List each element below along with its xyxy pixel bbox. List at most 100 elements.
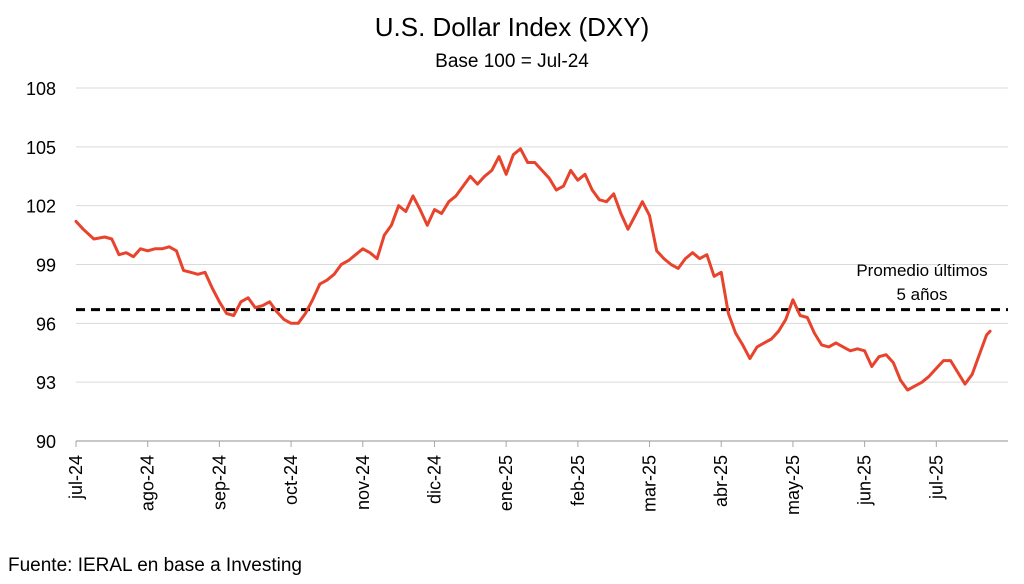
data-point bbox=[964, 383, 966, 385]
data-point bbox=[720, 271, 723, 274]
data-point bbox=[727, 312, 730, 315]
data-point bbox=[161, 248, 163, 250]
y-tick-label: 90 bbox=[36, 432, 56, 452]
data-point bbox=[562, 185, 565, 187]
data-point bbox=[189, 271, 192, 274]
data-point bbox=[469, 175, 472, 178]
data-point bbox=[283, 318, 285, 321]
data-point bbox=[197, 273, 199, 276]
data-point bbox=[211, 287, 214, 289]
data-point bbox=[426, 224, 429, 227]
data-point bbox=[93, 238, 95, 240]
data-point bbox=[204, 271, 206, 274]
x-tick-label: abr-25 bbox=[711, 455, 731, 507]
data-point bbox=[949, 359, 952, 362]
data-point bbox=[340, 263, 343, 266]
x-tick-label: sep-24 bbox=[209, 455, 229, 510]
data-point bbox=[218, 300, 221, 303]
y-tick-label: 102 bbox=[26, 197, 56, 217]
data-point bbox=[942, 359, 945, 362]
y-tick-label: 108 bbox=[26, 79, 56, 99]
data-point bbox=[548, 177, 550, 180]
data-point bbox=[254, 306, 257, 309]
data-point bbox=[777, 330, 780, 332]
data-point bbox=[505, 173, 507, 176]
data-point bbox=[899, 379, 902, 382]
data-point bbox=[261, 304, 264, 307]
data-point bbox=[225, 312, 228, 315]
data-point bbox=[383, 234, 386, 236]
data-point bbox=[132, 255, 135, 258]
y-tick-label: 93 bbox=[36, 373, 56, 393]
data-point bbox=[404, 210, 407, 213]
x-tick-label: jun-25 bbox=[855, 455, 875, 506]
data-point bbox=[648, 214, 651, 217]
data-point bbox=[591, 189, 593, 191]
data-point bbox=[318, 283, 321, 285]
series-line-dxy bbox=[74, 147, 992, 392]
data-point bbox=[691, 251, 694, 254]
data-point bbox=[989, 330, 991, 332]
data-point bbox=[483, 175, 486, 178]
series-group bbox=[74, 147, 992, 392]
data-point bbox=[641, 200, 644, 203]
data-point bbox=[512, 153, 515, 156]
data-point bbox=[792, 299, 794, 301]
data-point bbox=[240, 300, 242, 303]
data-point bbox=[663, 257, 665, 260]
data-point bbox=[555, 189, 558, 191]
data-point bbox=[870, 365, 873, 368]
data-point bbox=[154, 248, 156, 250]
data-point bbox=[440, 212, 443, 215]
data-point bbox=[448, 200, 450, 203]
data-point bbox=[655, 249, 658, 252]
data-point bbox=[598, 198, 601, 201]
data-point bbox=[670, 263, 672, 266]
data-point bbox=[311, 299, 314, 301]
data-point bbox=[885, 353, 887, 356]
data-point bbox=[684, 257, 687, 260]
data-point bbox=[612, 193, 615, 195]
data-point bbox=[706, 253, 708, 256]
data-point bbox=[354, 253, 357, 256]
data-point bbox=[498, 155, 500, 158]
data-point bbox=[376, 257, 378, 260]
data-point bbox=[268, 300, 271, 303]
data-point bbox=[878, 355, 880, 358]
data-point bbox=[82, 228, 84, 230]
x-tick-label: ago-24 bbox=[138, 455, 158, 511]
data-point bbox=[333, 273, 335, 276]
data-point bbox=[275, 310, 278, 313]
data-point bbox=[390, 224, 393, 227]
data-point bbox=[770, 338, 773, 340]
x-tick-label: oct-24 bbox=[281, 455, 301, 505]
data-point bbox=[146, 249, 149, 252]
x-tick-label: ene-25 bbox=[496, 455, 516, 511]
data-point bbox=[326, 279, 328, 281]
y-axis: 90 93 96 99 102 105 108 bbox=[26, 79, 56, 452]
x-axis: jul-24 ago-24 sep-24 oct-24 nov-24 dic-24 ene-… bbox=[66, 440, 1008, 515]
data-point bbox=[756, 346, 758, 348]
data-point bbox=[304, 312, 307, 315]
data-point bbox=[813, 332, 816, 334]
data-point bbox=[763, 342, 766, 344]
data-point bbox=[290, 322, 292, 325]
data-point bbox=[784, 318, 787, 321]
data-point bbox=[835, 342, 837, 344]
data-point bbox=[175, 249, 178, 252]
data-point bbox=[749, 357, 751, 360]
data-point bbox=[111, 238, 113, 240]
x-tick-label: jul-24 bbox=[66, 455, 86, 500]
y-tick-label: 105 bbox=[26, 138, 56, 158]
data-point bbox=[139, 248, 142, 250]
data-point bbox=[856, 348, 859, 350]
x-tick-label: jul-25 bbox=[926, 455, 946, 500]
data-point bbox=[842, 346, 844, 348]
data-point bbox=[577, 179, 579, 181]
data-point bbox=[232, 314, 235, 317]
data-point bbox=[921, 381, 923, 383]
data-point bbox=[627, 228, 629, 230]
x-tick-label: mar-25 bbox=[640, 455, 660, 512]
data-point bbox=[412, 195, 414, 197]
data-point bbox=[125, 251, 127, 254]
